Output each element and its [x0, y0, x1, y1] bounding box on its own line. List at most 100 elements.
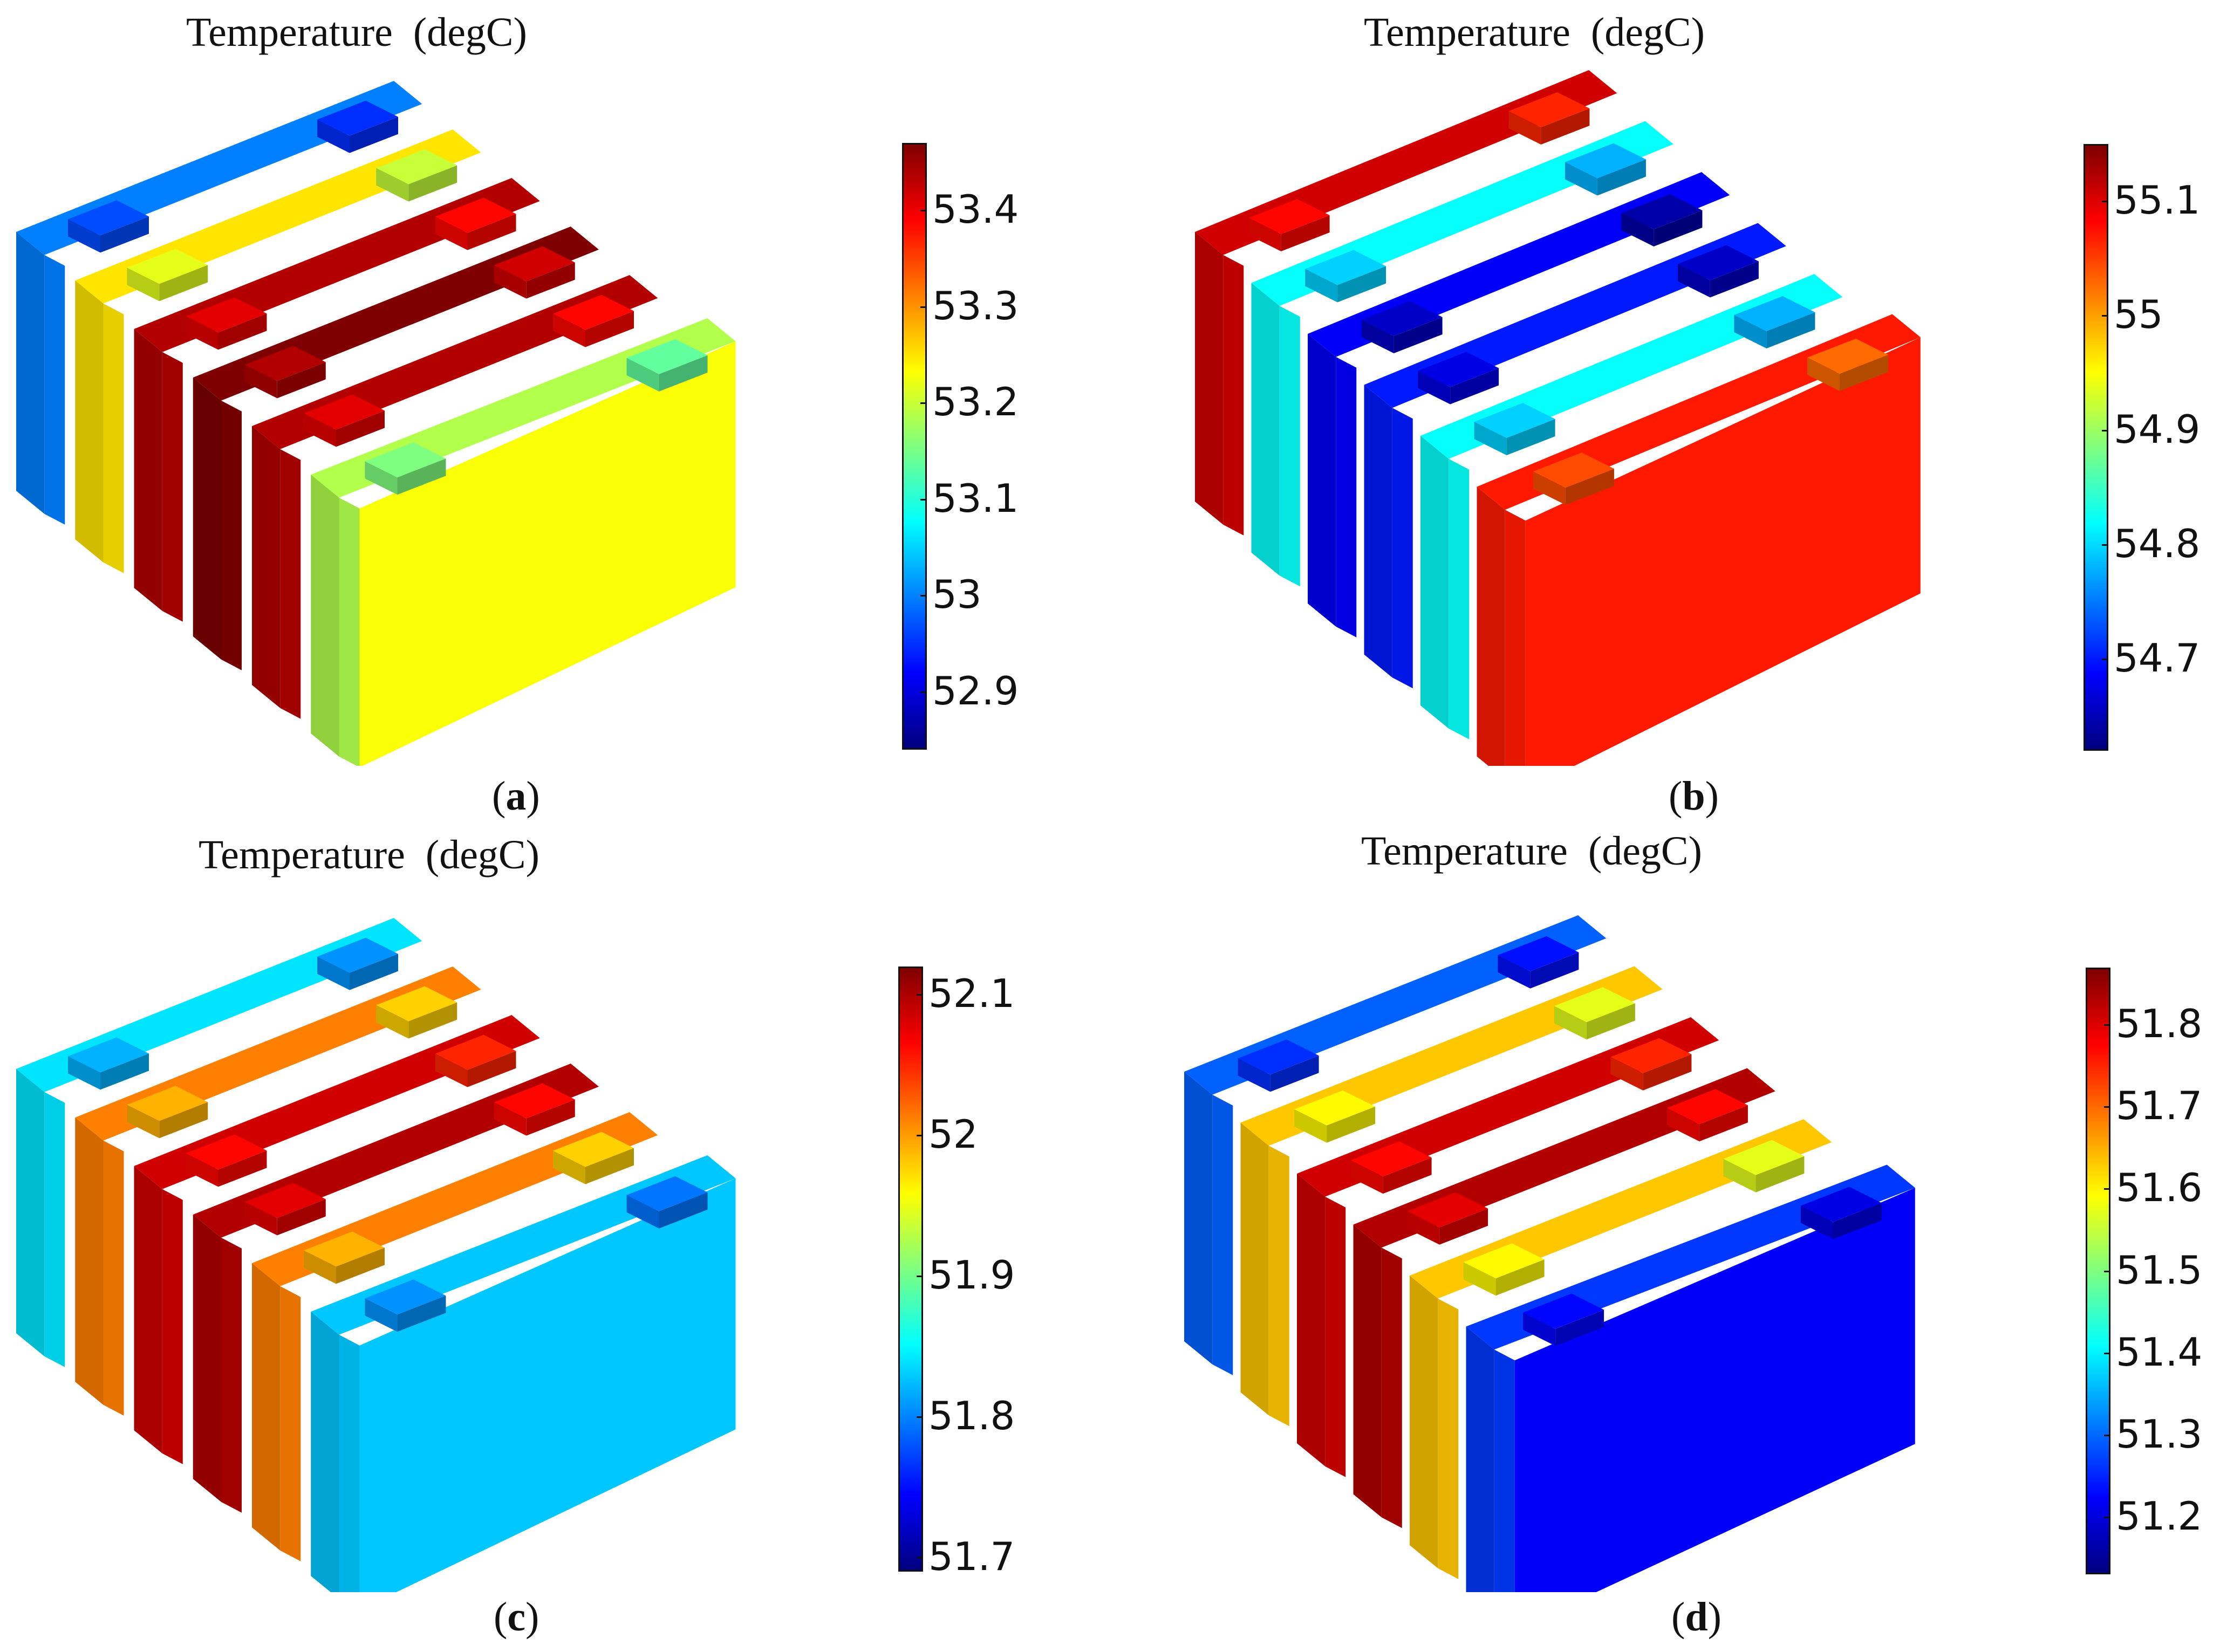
terminal-tab-front	[467, 214, 516, 250]
panel-d: Temperature (degC) 51.8 51.7 51.6 51.5 51.4 5…	[1110, 826, 2220, 1652]
terminal-tab-front	[1530, 952, 1579, 989]
battery-module-model	[1184, 915, 1915, 1592]
cell-edge-face	[339, 1334, 360, 1592]
terminal-tab-side	[1800, 1205, 1833, 1239]
terminal-tab-front	[1327, 1106, 1376, 1143]
terminal-tab-front	[218, 313, 267, 350]
terminal-tab	[1565, 143, 1646, 179]
battery-cell	[252, 275, 658, 719]
panel-label: (b)	[1669, 773, 1719, 819]
terminal-tab-side	[1361, 320, 1394, 353]
colorbar-tick-mark	[2102, 429, 2108, 431]
battery-cell	[193, 227, 599, 670]
terminal-tab-side	[1248, 218, 1281, 251]
battery-cell	[75, 129, 481, 573]
terminal-tab-front	[659, 1192, 708, 1229]
terminal-tab	[1463, 1243, 1545, 1279]
panel-label: (c)	[494, 1594, 539, 1640]
cell-side-face	[134, 329, 162, 611]
terminal-tab	[365, 1279, 446, 1315]
colorbar-tick-mark	[920, 402, 927, 405]
terminal-tab-side	[127, 1105, 160, 1139]
terminal-tab-side	[1238, 1058, 1270, 1092]
colorbar-tick-mark	[917, 994, 923, 996]
terminal-tab-front	[1565, 469, 1614, 505]
colorbar-tick-label: 54.9	[2114, 406, 2201, 452]
terminal-tab-side	[494, 265, 527, 299]
terminal-tab-side	[1723, 1159, 1756, 1192]
colorbar-tick-mark	[917, 1557, 923, 1559]
cell-edge-face	[103, 1140, 124, 1416]
battery-module-model	[1195, 70, 1921, 766]
cell-side-face	[75, 1118, 104, 1405]
cell-side-face	[16, 1069, 45, 1356]
terminal-tab-front	[1541, 108, 1590, 145]
terminal-tab	[1407, 1192, 1488, 1228]
terminal-tab-front	[1710, 261, 1759, 298]
colorbar-tick-mark	[917, 1135, 923, 1137]
terminal-tab	[1474, 403, 1555, 438]
terminal-tab-front	[1439, 1208, 1488, 1245]
terminal-tab-front	[1654, 210, 1703, 246]
terminal-tab	[1418, 352, 1499, 387]
terminal-tab-side	[186, 1153, 218, 1187]
terminal-tab	[1248, 199, 1330, 234]
terminal-tab-front	[350, 954, 398, 990]
colorbar-tick-mark	[920, 210, 927, 211]
cell-side-face	[193, 1215, 221, 1502]
terminal-tab-side	[435, 1053, 468, 1087]
terminal-tab-front	[1394, 317, 1443, 353]
terminal-tab	[1734, 296, 1815, 331]
cell-edge-face	[1494, 1349, 1515, 1592]
colorbar-tick-mark	[2104, 1024, 2110, 1026]
cell-side-face	[311, 1312, 339, 1592]
cell-edge-face	[1449, 458, 1470, 739]
terminal-tab-side	[365, 461, 398, 495]
terminal-tab	[1621, 194, 1703, 229]
battery-cell	[1466, 1164, 1915, 1592]
colorbar-tick-label: 53.2	[932, 379, 1019, 425]
colorbar-ticks: 51.8 51.7 51.6 51.5 51.4 51.3 51.2	[2104, 968, 2218, 1574]
battery-cell	[1251, 121, 1673, 587]
cell-edge-face	[280, 449, 301, 719]
cell-edge-face	[1325, 1196, 1346, 1477]
cell-edge-face	[1381, 1247, 1402, 1528]
terminal-tab	[1800, 1187, 1882, 1222]
terminal-tab-side	[435, 216, 468, 250]
battery-cell	[1477, 314, 1921, 766]
terminal-tab-side	[626, 358, 659, 392]
terminal-tab-side	[304, 413, 336, 447]
battery-cell	[16, 81, 422, 525]
terminal-tab-front	[1586, 1003, 1635, 1040]
terminal-tab-front	[100, 1053, 149, 1090]
terminal-tab	[1498, 936, 1579, 971]
colorbar-tick-label: 53.4	[932, 187, 1019, 232]
terminal-tab-side	[365, 1298, 398, 1332]
colorbar-tick-label: 51.4	[2116, 1329, 2203, 1375]
battery-cell	[1240, 966, 1663, 1427]
module-front-face	[359, 1178, 736, 1592]
colorbar-tick-label: 52.1	[928, 971, 1015, 1017]
colorbar-tick-mark	[920, 306, 927, 308]
colorbar-tick-label: 53.3	[932, 283, 1019, 328]
terminal-tab	[1666, 1089, 1748, 1125]
cell-side-face	[1251, 283, 1280, 576]
terminal-tab	[1677, 245, 1759, 280]
cell-edge-face	[1212, 1094, 1233, 1375]
colorbar-tick-label: 52.9	[932, 668, 1019, 714]
terminal-tab-front	[659, 355, 708, 392]
terminal-tab-front	[397, 1295, 446, 1332]
terminal-tab-side	[376, 168, 409, 202]
colorbar-tick-mark	[920, 498, 927, 501]
colorbar-tick-mark	[2102, 201, 2108, 203]
colorbar-tick-mark	[920, 595, 927, 597]
terminal-tab-front	[1270, 1055, 1319, 1092]
cell-side-face	[1184, 1072, 1213, 1365]
terminal-tab	[1350, 1141, 1432, 1177]
battery-module-model	[16, 81, 736, 766]
colorbar-tick-mark	[2102, 659, 2108, 661]
terminal-tab	[494, 1083, 575, 1119]
terminal-tab-front	[100, 216, 149, 253]
cell-side-face	[311, 475, 339, 757]
terminal-tab-front	[408, 1002, 457, 1039]
